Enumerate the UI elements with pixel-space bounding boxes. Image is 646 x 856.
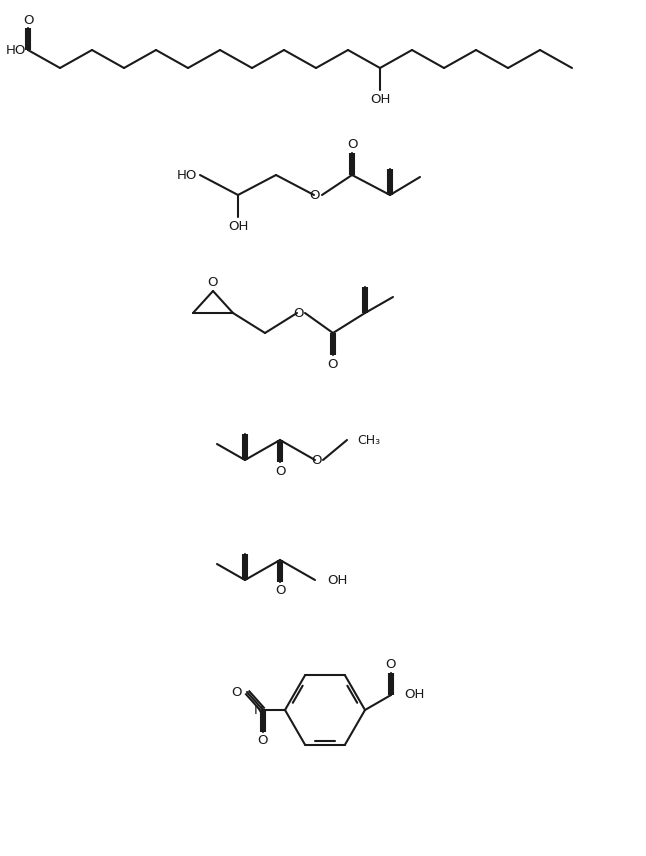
Text: OH: OH — [327, 574, 348, 586]
Text: O: O — [293, 306, 303, 319]
Text: O: O — [23, 14, 33, 27]
Text: O: O — [309, 188, 320, 201]
Text: O: O — [258, 734, 268, 747]
Text: OH: OH — [228, 219, 248, 233]
Text: OH: OH — [404, 688, 424, 702]
Text: HO: HO — [176, 169, 197, 181]
Text: N: N — [254, 704, 264, 716]
Text: O: O — [311, 454, 321, 467]
Text: O: O — [275, 465, 286, 478]
Text: O: O — [231, 686, 242, 698]
Text: CH₃: CH₃ — [357, 433, 380, 447]
Text: O: O — [275, 585, 286, 597]
Text: O: O — [386, 657, 396, 670]
Text: O: O — [208, 276, 218, 288]
Text: O: O — [328, 358, 339, 371]
Text: OH: OH — [370, 92, 390, 105]
Text: HO: HO — [6, 44, 26, 56]
Text: O: O — [347, 138, 357, 151]
